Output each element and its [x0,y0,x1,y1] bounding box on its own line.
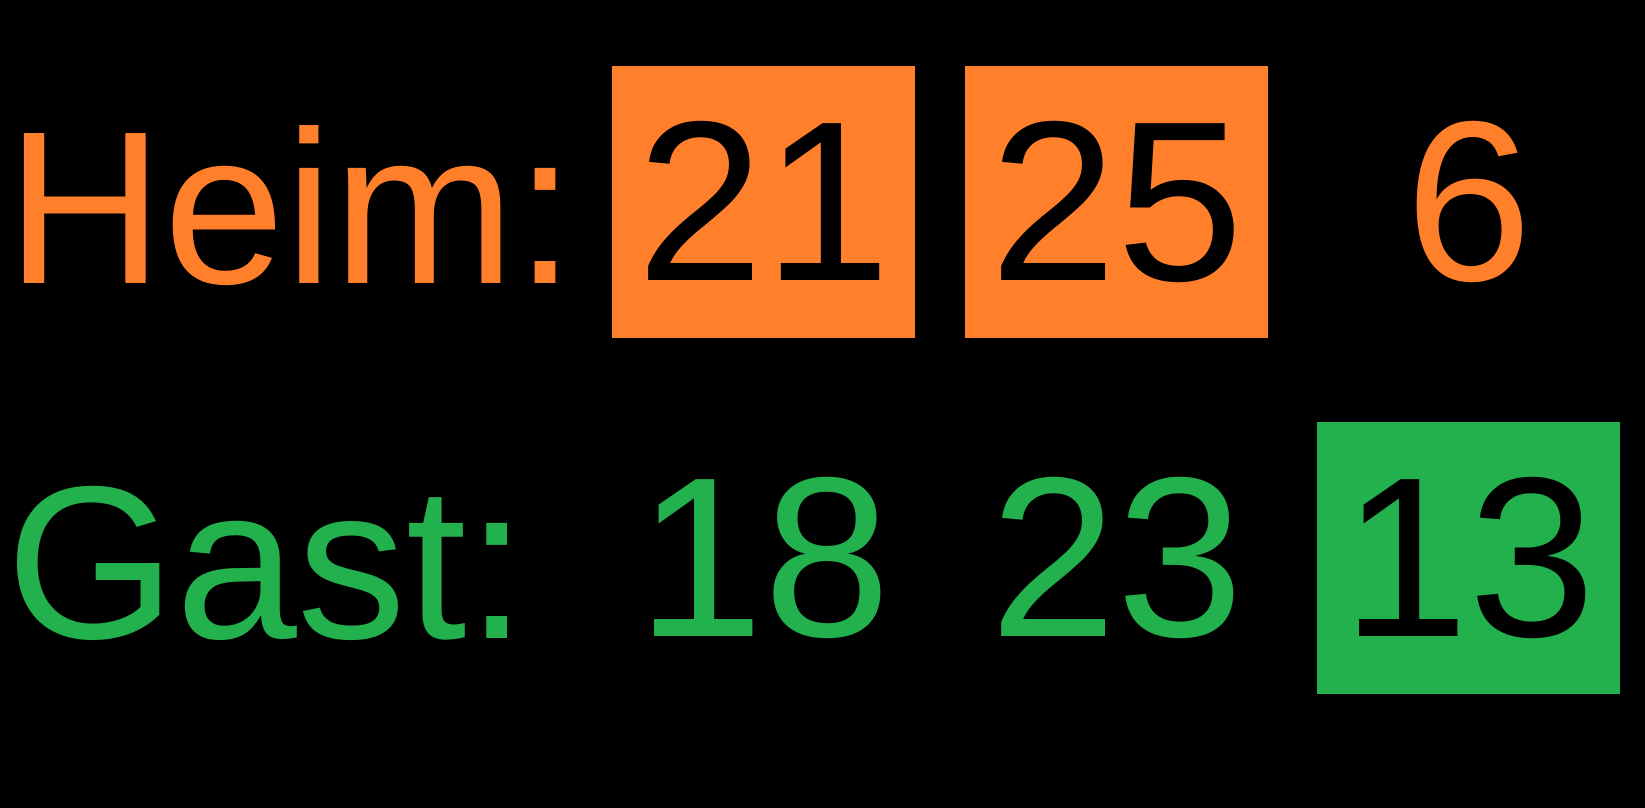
home-set-3-score: 6 [1405,75,1532,329]
home-team-label: Heim: [6,87,576,330]
away-set-1-score: 18 [636,431,891,685]
away-team-label: Gast: [6,442,527,685]
away-set-2-score: 23 [989,431,1244,685]
away-set-3-score: 13 [1317,422,1620,694]
home-set-2-score: 25 [965,66,1268,338]
home-set-1-score: 21 [612,66,915,338]
